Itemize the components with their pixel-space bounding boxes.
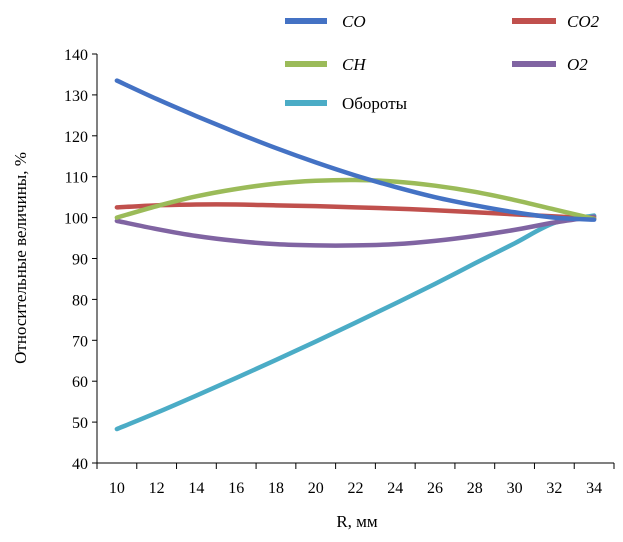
y-axis-title: Относительные величины, % [11,152,30,364]
y-tick-label: 140 [64,47,88,64]
y-tick-label: 80 [72,292,88,309]
legend: CO CO2 CH O2 Обороты [285,12,600,113]
y-tick-label: 60 [72,374,88,391]
tick-labels: 40 50 60 70 80 90 100 110 120 130 140 10 12 14 16 18 20 2… [64,47,602,497]
x-tick-label: 18 [268,480,284,497]
x-tick-label: 22 [348,480,364,497]
legend-label: CO [342,12,366,31]
series-line-3 [114,214,597,248]
legend-label: O2 [567,55,588,74]
x-tick-label: 24 [387,480,403,497]
series-line-4 [114,213,597,432]
y-tick-label: 50 [72,415,88,432]
x-tick-label: 32 [546,480,562,497]
x-tick-label: 28 [467,480,483,497]
legend-label: Обороты [342,94,408,113]
x-tick-label: 34 [586,480,602,497]
x-axis-title: R, мм [336,512,378,531]
series-line-0 [114,78,597,222]
legend-label: CO2 [567,12,600,31]
y-tick-label: 100 [64,211,88,228]
x-tick-label: 16 [228,480,244,497]
x-tick-label: 30 [507,480,523,497]
y-tick-label: 90 [72,252,88,269]
y-tick-label: 120 [64,129,88,146]
x-tick-label: 14 [188,480,204,497]
series-line-2 [114,177,597,222]
legend-label: CH [342,55,367,74]
x-tick-label: 20 [308,480,324,497]
y-tick-label: 130 [64,88,88,105]
series-lines [114,78,597,432]
y-tick-label: 40 [72,456,88,473]
y-tick-label: 110 [65,170,88,187]
x-tick-label: 26 [427,480,443,497]
axes [92,53,615,469]
y-tick-label: 70 [72,333,88,350]
x-tick-label: 12 [149,480,165,497]
x-tick-label: 10 [109,480,125,497]
